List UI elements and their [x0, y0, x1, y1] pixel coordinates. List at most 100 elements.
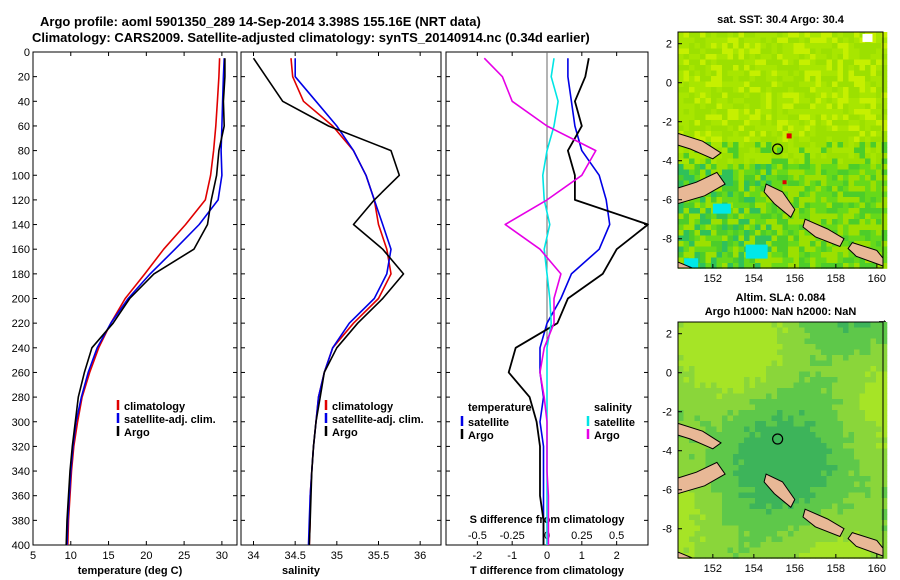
sst-cell: [848, 213, 855, 220]
sst-cell: [755, 125, 761, 132]
sla-cell: [799, 432, 805, 438]
depth-tick-label: 180: [12, 269, 30, 281]
sst-cell: [711, 252, 717, 258]
sla-cell: [832, 322, 838, 328]
sla-cell: [826, 531, 833, 537]
sla-cell: [683, 355, 690, 361]
sst-cell: [749, 43, 756, 49]
sla-cell: [766, 520, 772, 526]
sst-cell: [678, 98, 684, 104]
sst-cell: [865, 92, 871, 99]
sst-cell: [788, 120, 794, 126]
sst-cell: [826, 59, 833, 66]
sst-cell: [815, 76, 822, 82]
sla-cell: [826, 377, 833, 383]
sst-cell: [689, 59, 695, 66]
sst-cell: [815, 180, 822, 187]
sst-cell: [733, 109, 739, 115]
sst-cell: [804, 98, 811, 104]
sla-cell: [826, 338, 833, 345]
sst-cell: [782, 76, 789, 82]
sla-cell: [826, 509, 833, 515]
sst-cell: [799, 191, 805, 198]
sst-cell: [804, 197, 811, 203]
sla-cell: [705, 393, 712, 400]
sst-cell: [766, 103, 772, 110]
sst-cell: [837, 197, 844, 203]
difference-xtick-label: 2: [614, 550, 620, 562]
sla-cell: [777, 360, 783, 367]
sst-ytick-label: -6: [662, 195, 672, 207]
sla-cell: [843, 388, 849, 394]
sst-cell: [711, 241, 717, 247]
sla-cell: [859, 404, 866, 411]
sst-cell: [788, 103, 794, 110]
sla-cell: [760, 399, 767, 405]
sla-cell: [881, 338, 888, 345]
sst-cell: [722, 213, 728, 220]
sst-cell: [700, 120, 706, 126]
sla-cell: [771, 437, 778, 444]
sla-cell: [854, 333, 860, 339]
sla-cell: [859, 399, 866, 405]
sla-cell: [744, 333, 750, 339]
sla-cell: [815, 443, 822, 449]
sst-cell: [705, 263, 712, 269]
sla-cell: [766, 536, 772, 543]
sst-cell: [694, 202, 701, 209]
sst-cell: [749, 114, 756, 121]
sla-cell: [837, 476, 844, 482]
sla-cell: [859, 393, 866, 400]
sst-cell: [689, 219, 695, 225]
sla-cell: [788, 426, 794, 433]
sla-cell: [821, 531, 827, 537]
sst-cell: [876, 131, 882, 137]
sst-cell: [859, 136, 866, 143]
sla-xtick-label: 158: [827, 563, 845, 575]
sst-cell: [733, 191, 739, 198]
sla-cell: [771, 360, 778, 367]
sst-cell: [749, 70, 756, 77]
sst-cell: [744, 153, 750, 159]
sst-cell: [755, 208, 761, 214]
sla-cell: [755, 393, 761, 400]
sla-cell: [810, 393, 816, 400]
sla-cell: [859, 476, 866, 482]
sla-cell: [821, 371, 827, 378]
sla-cell: [711, 498, 717, 504]
sst-cell: [716, 48, 723, 55]
sla-cell: [810, 536, 816, 543]
sla-cell: [804, 426, 811, 433]
sst-cell: [859, 202, 866, 209]
sla-cell: [727, 509, 734, 515]
sla-cell: [716, 547, 723, 554]
sst-cell: [733, 208, 739, 214]
sst-cell: [854, 202, 860, 209]
sla-cell: [782, 327, 789, 334]
figure-title-line1: Argo profile: aoml 5901350_289 14-Sep-20…: [40, 14, 481, 29]
sst-cell: [678, 153, 684, 159]
sst-cell: [854, 48, 860, 55]
sst-cell: [722, 169, 728, 176]
sst-cell: [799, 230, 805, 236]
sla-cell: [859, 459, 866, 466]
sst-cell: [854, 131, 860, 137]
sst-cell: [766, 114, 772, 121]
sla-cell: [749, 421, 756, 427]
sla-cell: [738, 415, 745, 422]
sst-cell: [782, 98, 789, 104]
sla-cell: [881, 553, 888, 559]
sla-cell: [777, 520, 783, 526]
sla-cell: [793, 349, 800, 356]
sst-cell: [766, 54, 772, 60]
sst-cell: [683, 180, 690, 187]
sla-cell: [848, 514, 855, 521]
sst-cell: [832, 186, 838, 192]
sla-cell: [799, 415, 805, 422]
sla-cell: [810, 547, 816, 554]
sst-cell: [689, 120, 695, 126]
sst-cell: [848, 180, 855, 187]
sst-cell: [815, 164, 822, 170]
sst-cell: [788, 147, 794, 154]
sla-cell: [722, 366, 728, 372]
